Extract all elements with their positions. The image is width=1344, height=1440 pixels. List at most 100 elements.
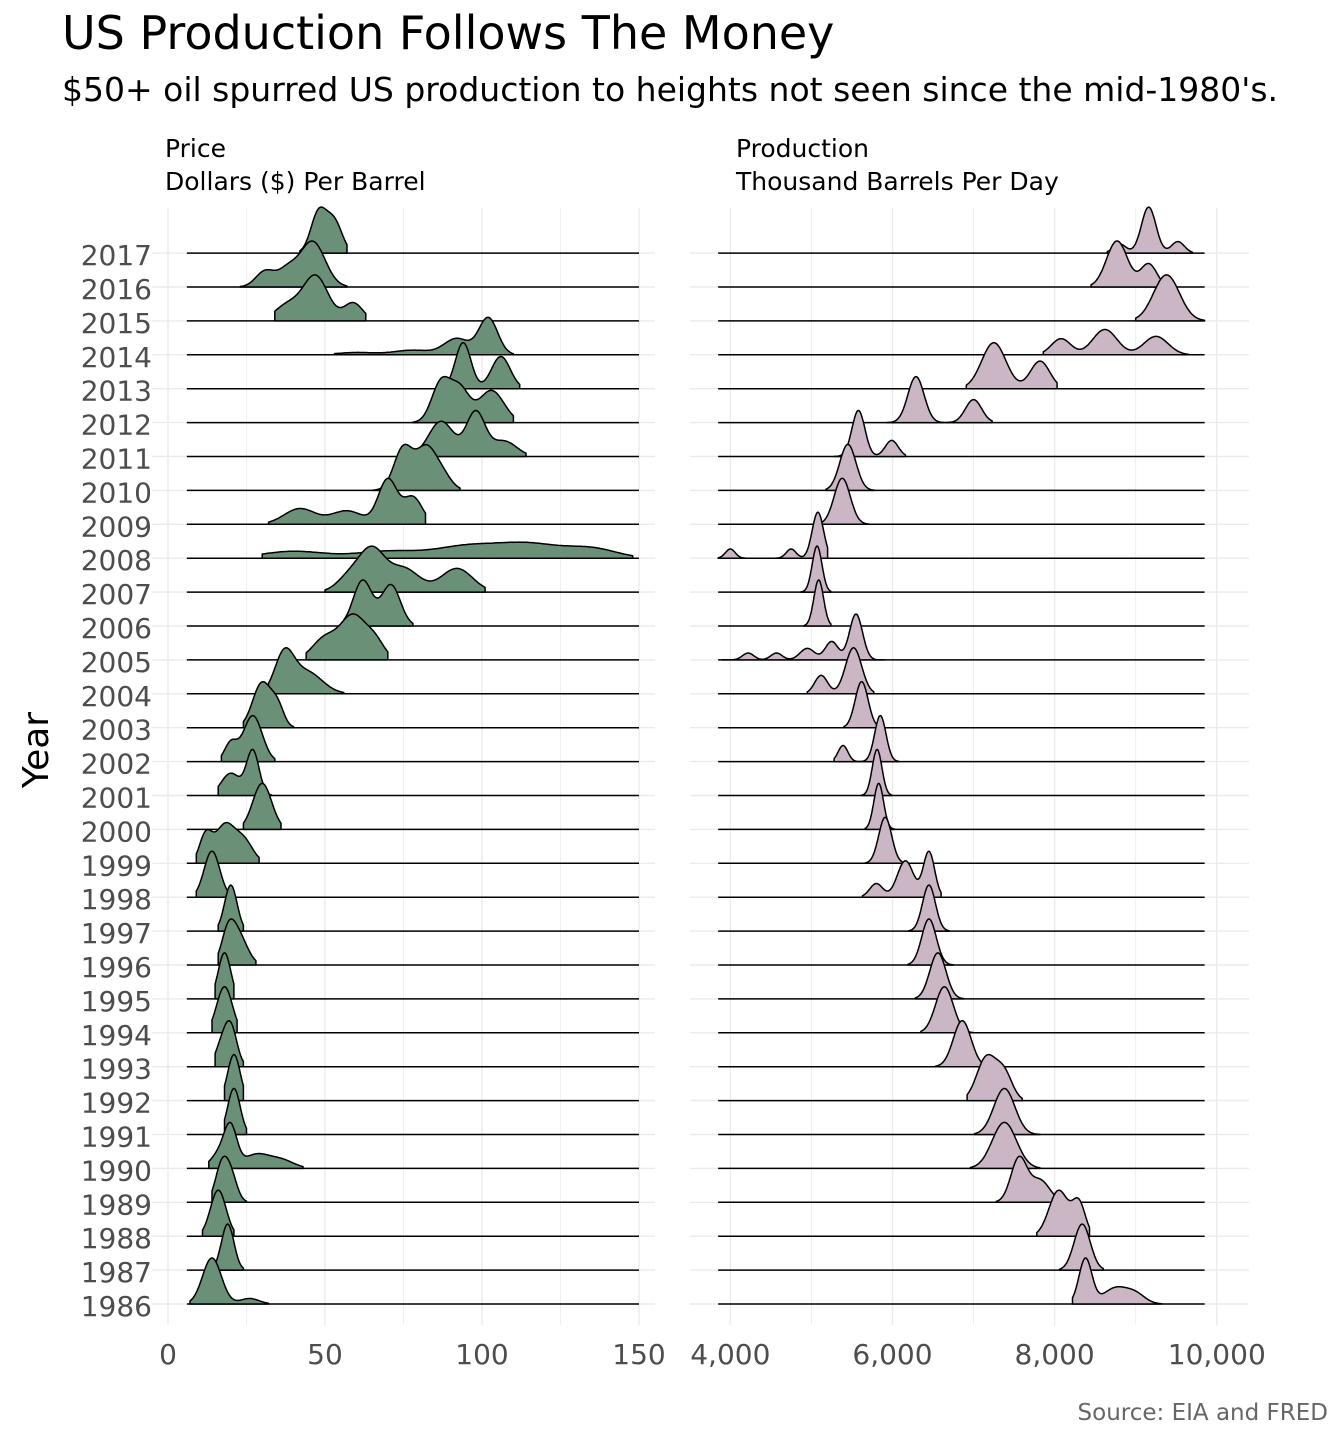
production-panel-header: Production Thousand Barrels Per Day [736, 132, 1059, 198]
price-ridge-2017 [186, 206, 639, 254]
price-panel-label: Price [165, 134, 226, 163]
chart-subtitle: $50+ oil spurred US production to height… [62, 70, 1279, 109]
production-ridge-density [966, 1053, 1023, 1102]
year-tick-label: 2014 [81, 341, 152, 374]
source-caption: Source: EIA and FRED [1077, 1400, 1328, 1426]
price-ridge-2012 [186, 375, 639, 424]
production-ridge-density [1071, 1257, 1163, 1305]
price-ridge-2009 [186, 477, 639, 526]
production-ridge-1995 [718, 952, 1205, 1000]
production-ridge-2000 [718, 782, 1205, 831]
production-ridge-density [995, 1155, 1058, 1204]
price-panel-unit: Dollars ($) Per Barrel [165, 167, 426, 196]
production-ridge-1986 [718, 1257, 1205, 1305]
price-ridge-1986 [186, 1257, 639, 1305]
price-panel-header: Price Dollars ($) Per Barrel [165, 132, 426, 198]
production-ridge-2008 [717, 511, 1205, 559]
price-ridge-density [242, 782, 282, 831]
year-tick-label: 2009 [81, 510, 152, 543]
price-ridge-density [214, 1223, 245, 1271]
price-ridge-density [412, 375, 515, 424]
production-ridge-1997 [718, 884, 1205, 932]
year-tick-label: 2015 [81, 307, 152, 340]
production-ridge-density [1036, 1189, 1091, 1237]
price-ridge-density [239, 240, 348, 288]
year-tick-label: 1988 [81, 1222, 152, 1255]
production-ridge-density [1134, 274, 1206, 322]
production-ridge-1991 [718, 1087, 1205, 1136]
year-tick-label: 2010 [81, 476, 152, 509]
price-ridge-density [242, 680, 295, 729]
price-ridge-2005 [186, 613, 639, 661]
production-ridge-2001 [718, 748, 1205, 797]
year-tick-label: 2017 [81, 239, 152, 272]
production-ridge-2004 [718, 647, 1205, 695]
y-axis-title: Year [16, 712, 57, 789]
production-ridge-2012 [718, 375, 1205, 424]
year-tick-label: 1993 [81, 1053, 152, 1086]
price-ridge-density [274, 274, 367, 322]
price-ridge-density [443, 341, 521, 390]
year-tick-label: 1999 [81, 849, 152, 882]
production-ridge-2013 [718, 341, 1205, 390]
price-ridge-1997 [186, 884, 639, 932]
price-ridge-2001 [186, 748, 639, 797]
production-ridge-density [886, 375, 993, 424]
production-ridge-1992 [718, 1053, 1205, 1102]
price-ridge-density [217, 884, 245, 932]
production-ridge-2014 [718, 328, 1205, 356]
production-x-tick-label: 8,000 [1015, 1338, 1095, 1371]
production-x-tick-label: 4,000 [690, 1338, 770, 1371]
price-ridge-2002 [186, 714, 639, 763]
production-ridge-2007 [718, 545, 1205, 593]
year-tick-label: 2000 [81, 815, 152, 848]
year-tick-label: 1992 [81, 1087, 152, 1120]
year-tick-label: 1989 [81, 1188, 152, 1221]
price-ridge-2010 [186, 443, 639, 492]
price-ridge-2014 [186, 316, 639, 356]
year-tick-label: 2001 [81, 782, 152, 815]
price-x-tick-label: 150 [612, 1338, 665, 1371]
year-tick-label: 1986 [81, 1290, 152, 1323]
production-ridge-1998 [718, 850, 1205, 898]
production-x-tick-label: 6,000 [852, 1338, 932, 1371]
year-tick-label: 2011 [81, 443, 152, 476]
price-ridge-density [214, 1019, 245, 1068]
price-ridge-1993 [186, 1019, 639, 1068]
price-ridge-1996 [186, 918, 639, 966]
price-ridge-2016 [186, 240, 639, 288]
production-ridge-density [817, 477, 876, 526]
price-ridge-density [343, 579, 414, 627]
production-ridge-2015 [718, 274, 1206, 322]
production-ridge-density [934, 1019, 989, 1068]
price-ridge-density [305, 613, 389, 661]
price-ridge-1994 [186, 986, 639, 1034]
price-ridge-density [195, 850, 229, 898]
production-ridge-2002 [718, 714, 1205, 763]
price-ridge-density [402, 409, 527, 458]
production-ridge-1996 [718, 918, 1205, 966]
production-panel-label: Production [736, 134, 870, 163]
production-ridge-density [914, 952, 965, 1000]
production-ridge-density [861, 850, 942, 898]
price-ridge-2013 [186, 341, 639, 390]
price-ridge-1990 [186, 1121, 639, 1170]
production-ridge-1990 [718, 1121, 1205, 1170]
year-tick-label: 1987 [81, 1256, 152, 1289]
production-ridge-1993 [718, 1019, 1205, 1068]
production-ridge-density [969, 1121, 1041, 1170]
year-tick-label: 2007 [81, 578, 152, 611]
chart-title: US Production Follows The Money [62, 6, 835, 60]
production-ridge-density [803, 579, 832, 627]
price-ridge-1988 [186, 1189, 639, 1237]
year-tick-label: 1990 [81, 1154, 152, 1187]
year-tick-label: 1997 [81, 917, 152, 950]
grid-layer [152, 208, 1249, 1325]
production-ridge-density [864, 816, 906, 865]
price-ridge-density [217, 918, 257, 966]
price-ridge-2000 [186, 782, 639, 831]
production-ridge-2010 [718, 443, 1205, 492]
price-ridge-density [214, 952, 235, 1000]
production-ridge-2017 [718, 206, 1205, 254]
